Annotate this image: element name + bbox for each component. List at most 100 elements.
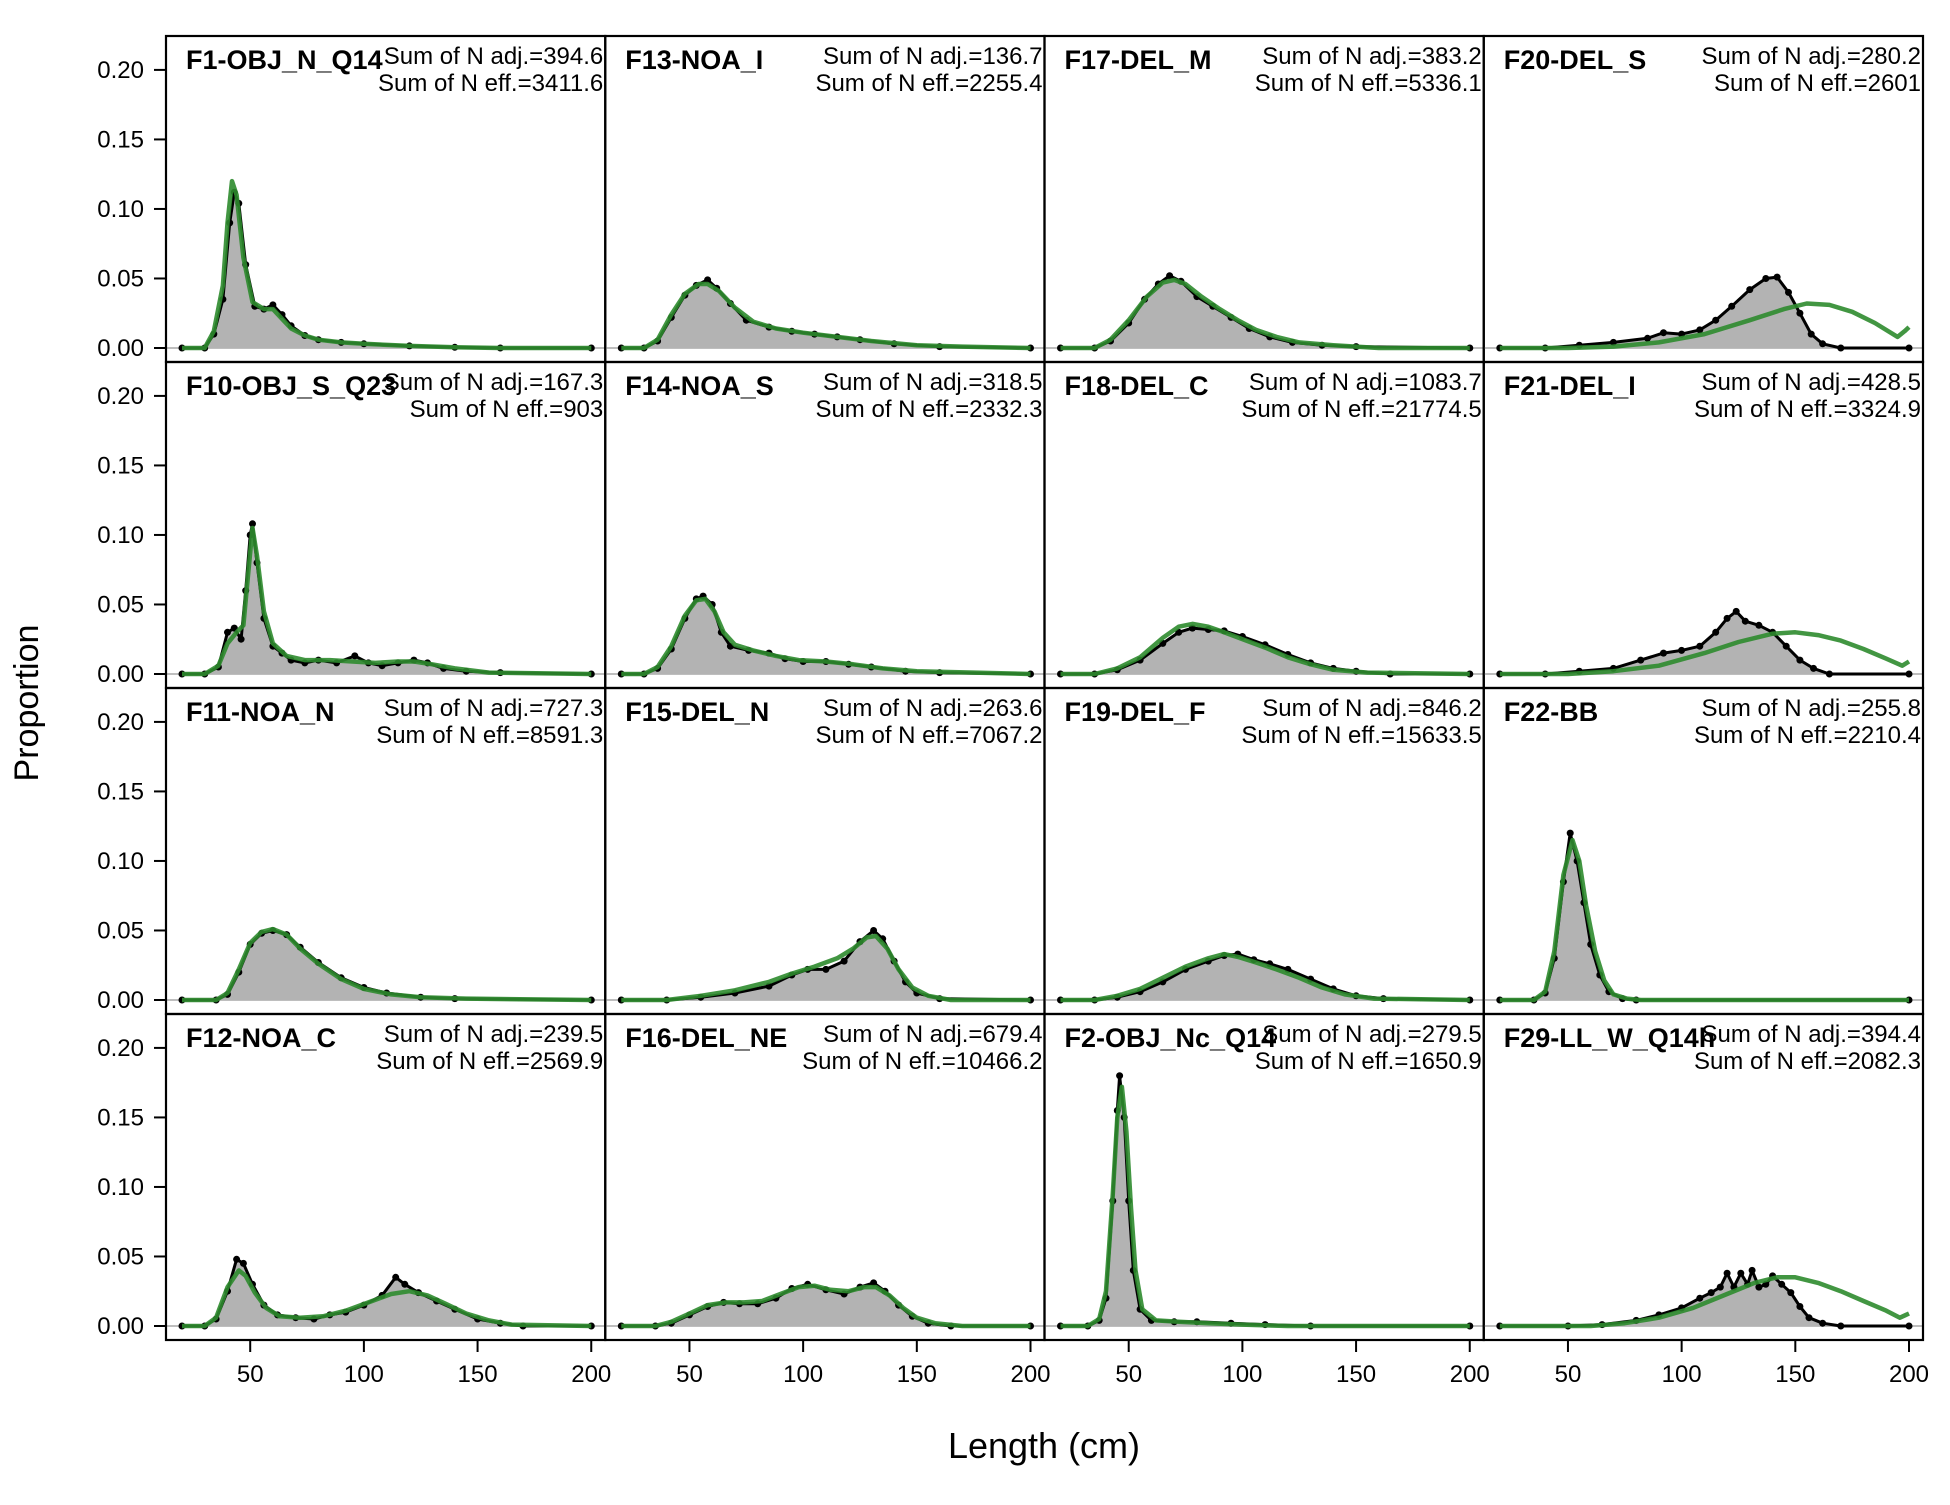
observed-area [1499, 1270, 1909, 1326]
observed-point [1746, 286, 1754, 294]
observed-point [1778, 1280, 1786, 1288]
observed-point [1755, 1283, 1763, 1291]
observed-point [239, 1259, 247, 1267]
observed-point [224, 628, 231, 636]
sum-n-adj: Sum of N adj.=136.7 [823, 43, 1042, 70]
y-tick-label: 0.05 [97, 1243, 144, 1270]
panel-title: F12-NOA_C [186, 1023, 336, 1053]
observed-point [1566, 829, 1574, 837]
y-tick-label: 0.00 [97, 335, 144, 362]
sum-n-adj: Sum of N adj.=280.2 [1702, 43, 1921, 70]
sum-n-eff: Sum of N eff.=903 [410, 396, 604, 423]
x-axis-label: Length (cm) [948, 1425, 1140, 1466]
observed-point [392, 1273, 400, 1281]
observed-point [1755, 621, 1763, 629]
sum-n-eff: Sum of N eff.=3411.6 [378, 70, 603, 97]
observed-point [1905, 670, 1913, 678]
x-tick-label: 100 [1222, 1361, 1262, 1388]
observed-point [1712, 628, 1720, 636]
observed-point [1696, 326, 1704, 334]
y-tick-label: 0.20 [97, 709, 144, 736]
x-tick-label: 150 [1775, 1361, 1815, 1388]
sum-n-adj: Sum of N adj.=1083.7 [1249, 369, 1482, 396]
observed-point [1737, 1269, 1745, 1277]
sum-n-eff: Sum of N eff.=8591.3 [376, 722, 603, 749]
x-tick-label: 100 [783, 1361, 823, 1388]
observed-area [1060, 275, 1470, 348]
observed-point [1807, 330, 1815, 338]
sum-n-adj: Sum of N adj.=428.5 [1702, 369, 1921, 396]
observed-point [1773, 273, 1781, 281]
sum-n-adj: Sum of N adj.=167.3 [384, 369, 603, 396]
panel-title: F2-OBJ_Nc_Q14 [1065, 1023, 1277, 1053]
sum-n-adj: Sum of N adj.=318.5 [823, 369, 1042, 396]
observed-point [1837, 1322, 1845, 1330]
expected-line [621, 933, 1031, 1003]
observed-point [1707, 1289, 1715, 1297]
observed-point [1825, 670, 1833, 678]
sum-n-adj: Sum of N adj.=846.2 [1262, 695, 1481, 722]
observed-point [1723, 1269, 1731, 1277]
observed-point [1905, 1322, 1913, 1330]
y-tick-label: 0.00 [97, 1313, 144, 1340]
panel-title: F18-DEL_C [1065, 371, 1209, 401]
y-tick-label: 0.05 [97, 591, 144, 618]
sum-n-eff: Sum of N eff.=15633.5 [1241, 722, 1481, 749]
x-tick-label: 50 [1555, 1361, 1582, 1388]
y-tick-label: 0.15 [97, 452, 144, 479]
panel-title: F21-DEL_I [1504, 371, 1636, 401]
panel-title: F29-LL_W_Q14h [1504, 1023, 1716, 1053]
observed-area [1060, 1075, 1470, 1326]
observed-area [621, 1282, 1031, 1326]
observed-point [249, 520, 256, 528]
observed-point [1712, 316, 1720, 324]
observed-point [1741, 617, 1749, 625]
observed-area [1060, 954, 1470, 1000]
y-tick-label: 0.10 [97, 848, 144, 875]
expected-line [621, 1283, 1031, 1329]
observed-point [1787, 1289, 1795, 1297]
expected-line [182, 926, 592, 1003]
panel-title: F1-OBJ_N_Q14 [186, 45, 383, 75]
sum-n-eff: Sum of N eff.=5336.1 [1255, 70, 1482, 97]
panel-border [1482, 1012, 1925, 1342]
expected-line [1499, 837, 1909, 1003]
observed-point [1837, 344, 1845, 352]
panel-title: F17-DEL_M [1065, 45, 1212, 75]
observed-point [1805, 1314, 1813, 1322]
y-tick-label: 0.10 [97, 522, 144, 549]
x-tick-label: 150 [458, 1361, 498, 1388]
panel-title: F14-NOA_S [625, 371, 774, 401]
observed-point [870, 927, 878, 934]
expected-line [182, 1268, 592, 1329]
observed-area [621, 596, 1031, 674]
sum-n-eff: Sum of N eff.=2569.9 [376, 1048, 603, 1075]
observed-point [1660, 329, 1667, 337]
observed-area [621, 930, 1031, 1000]
expected-line [1060, 621, 1470, 677]
observed-point [269, 301, 277, 309]
panel-title: F22-BB [1504, 697, 1599, 727]
observed-point [1819, 340, 1827, 348]
panel-title: F10-OBJ_S_Q23 [186, 371, 396, 401]
panel-title: F13-NOA_I [625, 45, 763, 75]
y-tick-label: 0.05 [97, 917, 144, 944]
observed-point [1609, 338, 1617, 346]
observed-point [1785, 288, 1792, 296]
observed-point [1796, 1303, 1804, 1310]
observed-point [1819, 1319, 1827, 1327]
y-tick-label: 0.15 [97, 778, 144, 805]
sum-n-adj: Sum of N adj.=239.5 [384, 1021, 603, 1048]
observed-point [401, 1280, 409, 1288]
observed-point [1796, 656, 1804, 664]
